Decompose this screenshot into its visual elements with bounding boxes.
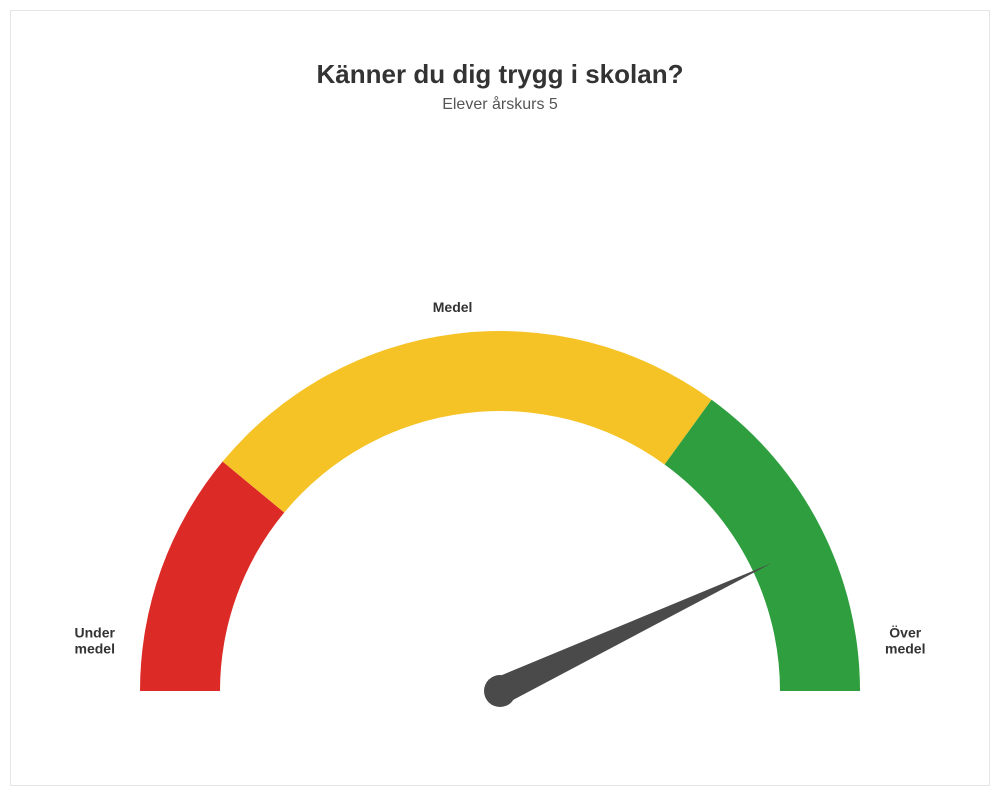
gauge-hub (484, 675, 516, 707)
gauge-segment-label-0: Undermedel (75, 624, 116, 656)
gauge-segment-label-1: Medel (433, 299, 473, 315)
gauge-needle (494, 563, 771, 703)
chart-subtitle: Elever årskurs 5 (11, 96, 989, 114)
chart-titles: Känner du dig trygg i skolan? Elever års… (11, 11, 989, 114)
gauge-container: Undermedel Medel Övermedel (11, 161, 989, 721)
chart-card: Känner du dig trygg i skolan? Elever års… (10, 10, 990, 786)
gauge-segment-2 (665, 400, 860, 691)
gauge-segment-0 (140, 462, 284, 691)
gauge-segment-label-2: Övermedel (885, 624, 925, 656)
gauge-segment-1 (223, 331, 712, 513)
chart-title: Känner du dig trygg i skolan? (11, 59, 989, 90)
gauge-chart: Undermedel Medel Övermedel (40, 161, 960, 721)
